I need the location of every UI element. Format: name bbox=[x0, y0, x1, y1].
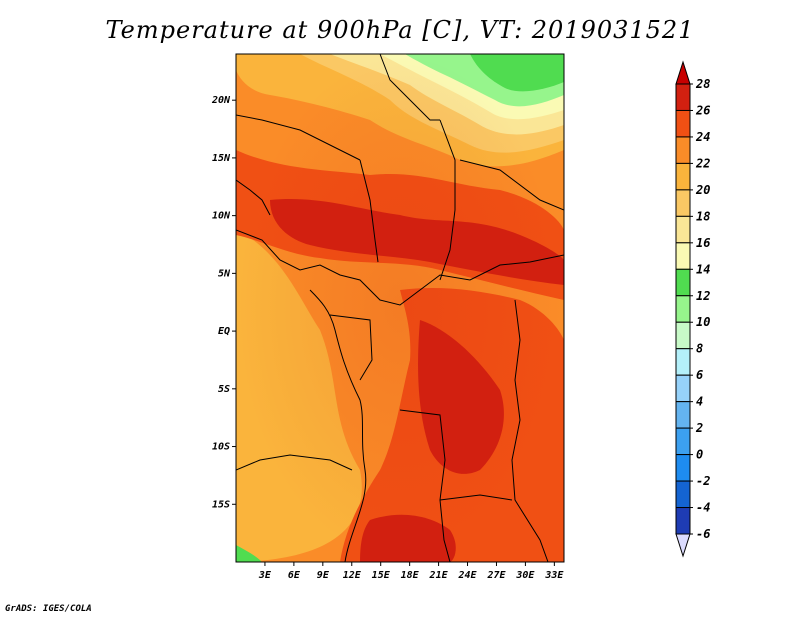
lat-tick-label: 15S bbox=[212, 499, 230, 510]
colorbar-label: 22 bbox=[695, 156, 710, 170]
lon-tick-label: 9E bbox=[317, 570, 330, 581]
colorbar-segment bbox=[675, 507, 691, 535]
colorbar-label: -4 bbox=[696, 501, 710, 515]
colorbar-label: 18 bbox=[696, 209, 710, 223]
map-frame bbox=[235, 53, 565, 563]
colorbar-segment bbox=[675, 189, 691, 217]
colorbar-label: 24 bbox=[695, 130, 710, 144]
lon-tick-label: 15E bbox=[372, 570, 391, 581]
colorbar-segment bbox=[675, 162, 691, 191]
latitude-axis: 20N 15N 10N 5N EQ 5S 10S 15S bbox=[211, 95, 236, 510]
lon-tick-label: 18E bbox=[401, 570, 420, 581]
colorbar-segment bbox=[675, 374, 691, 403]
lon-tick-label: 33E bbox=[544, 570, 564, 581]
lon-tick-label: 24E bbox=[457, 570, 477, 581]
lon-tick-label: 21E bbox=[429, 570, 449, 581]
lat-tick-label: 5S bbox=[218, 384, 230, 395]
lat-tick-label: 5N bbox=[218, 268, 231, 279]
colorbar-label: 16 bbox=[696, 236, 710, 250]
colorbar-label: 2 bbox=[695, 421, 703, 435]
colorbar-label: 20 bbox=[695, 183, 710, 197]
map-title: Temperature at 900hPa [C], VT: 201903152… bbox=[105, 16, 695, 44]
colorbar-segment bbox=[675, 454, 691, 482]
colorbar-over-triangle bbox=[675, 60, 691, 85]
lat-tick-label: EQ bbox=[218, 326, 230, 337]
colorbar-label: 28 bbox=[695, 77, 710, 91]
lon-tick-label: 27E bbox=[486, 570, 506, 581]
colorbar-label: 0 bbox=[696, 448, 703, 462]
country-borders bbox=[236, 54, 564, 562]
colorbar-segment bbox=[675, 242, 691, 270]
colorbar-label: 12 bbox=[696, 289, 710, 303]
colorbar-label: -6 bbox=[696, 527, 710, 541]
colorbar-label: 8 bbox=[696, 342, 703, 356]
lon-tick-label: 6E bbox=[288, 570, 301, 581]
colorbar-label: 14 bbox=[696, 262, 710, 276]
colorbar-segment bbox=[675, 215, 691, 244]
colorbar-segment bbox=[675, 401, 691, 429]
credit-label: GrADS: IGES/COLA bbox=[5, 604, 92, 614]
colorbar-segment bbox=[675, 268, 691, 297]
colorbar-segment bbox=[675, 348, 691, 376]
longitude-axis: 3E 6E 9E 12E 15E 18E 21E 24E 27E 30E 33E bbox=[258, 562, 564, 581]
colorbar-segment bbox=[675, 480, 691, 509]
colorbar-label: 10 bbox=[696, 315, 710, 329]
colorbar-segment bbox=[675, 295, 691, 323]
lat-tick-label: 10S bbox=[212, 442, 230, 453]
colorbar-label: 26 bbox=[695, 103, 710, 117]
colorbar-segment bbox=[675, 109, 691, 138]
colorbar-label: 4 bbox=[696, 395, 703, 409]
colorbar-segment bbox=[675, 427, 691, 456]
colorbar-segment bbox=[675, 83, 691, 111]
colorbar-segment bbox=[675, 136, 691, 164]
lon-tick-label: 30E bbox=[515, 570, 535, 581]
colorbar-label: -2 bbox=[696, 474, 710, 488]
temperature-field bbox=[236, 54, 564, 562]
lon-tick-label: 12E bbox=[343, 570, 362, 581]
lat-tick-label: 20N bbox=[211, 95, 231, 106]
colorbar-under-triangle bbox=[675, 533, 691, 558]
lat-tick-label: 10N bbox=[212, 211, 231, 222]
lon-tick-label: 3E bbox=[258, 570, 272, 581]
colorbar-label: 6 bbox=[696, 368, 703, 382]
colorbar-segment bbox=[675, 321, 691, 350]
lat-tick-label: 15N bbox=[212, 153, 231, 164]
